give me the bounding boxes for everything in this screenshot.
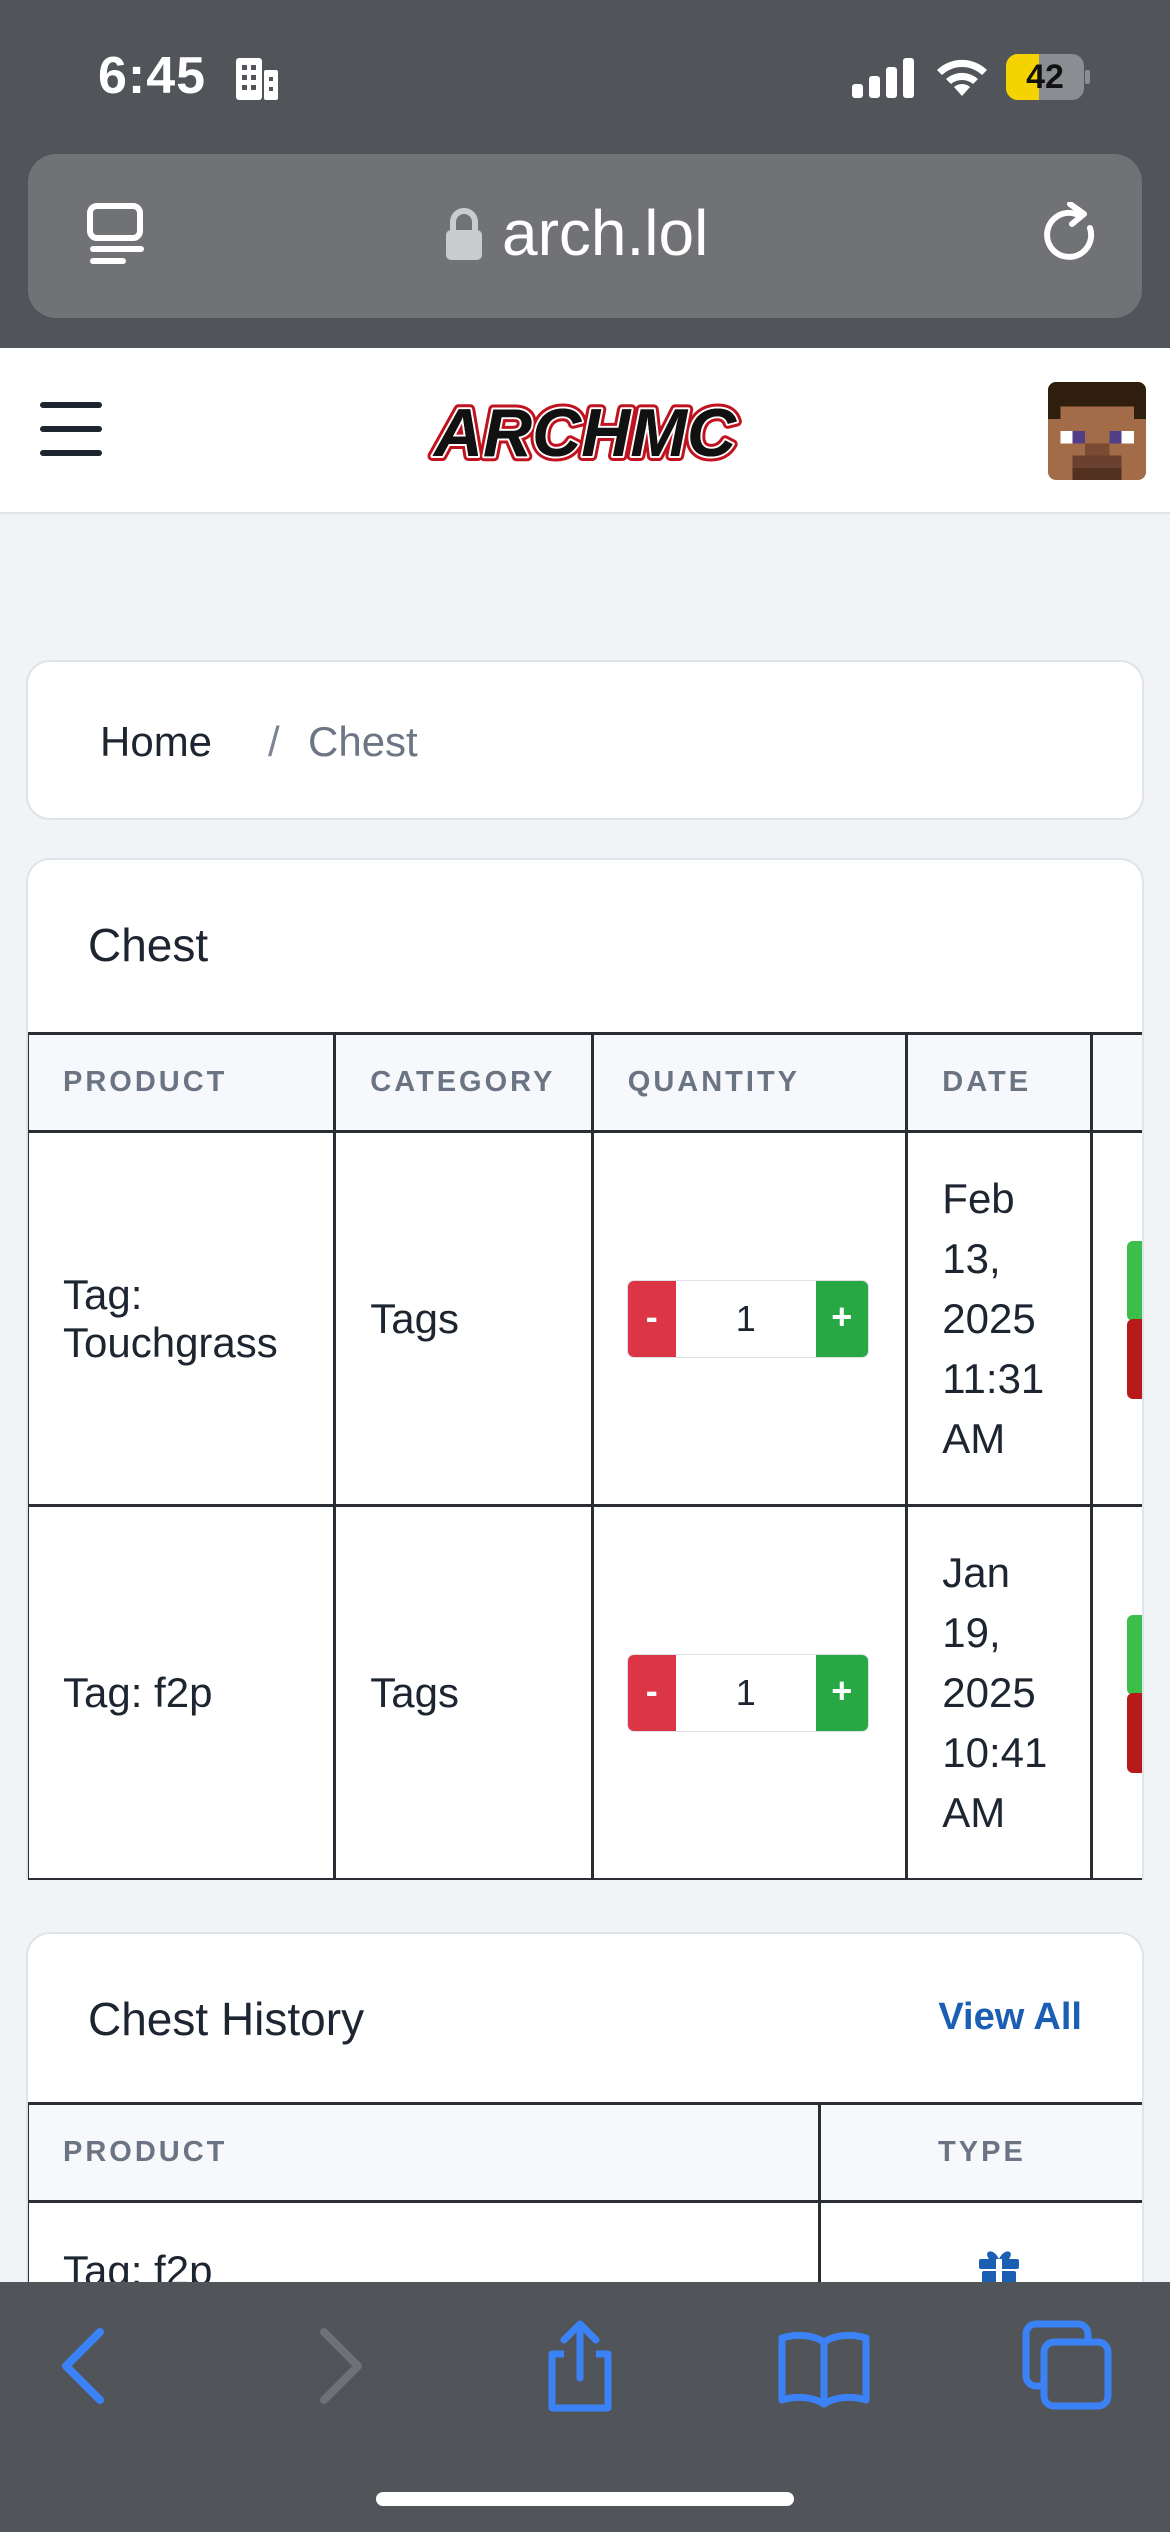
decrease-button[interactable]: - xyxy=(627,1654,676,1731)
browser-top-chrome: 6:45 42 arch.lol xyxy=(0,0,1170,348)
hamburger-menu-icon[interactable] xyxy=(40,402,104,458)
site-header: ARCHMC ARCHMC ARCHMC xyxy=(0,348,1170,514)
actions-cell xyxy=(1089,1504,1142,1880)
breadcrumb-separator: / xyxy=(268,718,280,765)
claim-button[interactable] xyxy=(1126,1615,1142,1695)
chest-title: Chest xyxy=(88,919,209,971)
back-icon[interactable] xyxy=(38,2318,134,2414)
tabs-icon[interactable] xyxy=(1020,2318,1116,2414)
bookmarks-icon[interactable] xyxy=(776,2318,872,2414)
increase-button[interactable]: + xyxy=(815,1280,868,1357)
page-menu-icon[interactable] xyxy=(86,202,148,268)
reload-icon[interactable] xyxy=(1040,202,1104,268)
breadcrumb-current: Chest xyxy=(308,718,418,765)
archmc-logo[interactable]: ARCHMC ARCHMC ARCHMC xyxy=(420,390,750,474)
decrease-button[interactable]: - xyxy=(627,1280,676,1357)
actions-cell xyxy=(1089,1130,1142,1507)
battery-icon: 42 xyxy=(1006,54,1090,100)
svg-text:ARCHMC: ARCHMC xyxy=(432,395,737,471)
home-indicator xyxy=(376,2492,794,2506)
col-header-category: CATEGORY xyxy=(333,1032,594,1133)
quantity-input[interactable]: 1 xyxy=(675,1280,816,1357)
wifi-icon xyxy=(937,59,987,96)
table-row: Tag: f2p Tags - 1 + Jan 19, 2025 10:41 AM xyxy=(28,1504,1142,1880)
col-header-actions xyxy=(1089,1032,1142,1133)
user-avatar[interactable] xyxy=(1048,382,1146,480)
svg-text:ARCHMC: ARCHMC xyxy=(432,395,737,471)
col-header-product: PRODUCT xyxy=(28,2102,821,2203)
col-header-product: PRODUCT xyxy=(28,1032,337,1133)
chest-table: PRODUCT CATEGORY QUANTITY DATE Tag: Touch… xyxy=(28,1032,1142,1880)
delete-button[interactable] xyxy=(1126,1693,1142,1773)
lock-icon xyxy=(446,208,482,260)
browser-bottom-toolbar xyxy=(0,2282,1170,2532)
increase-button[interactable]: + xyxy=(815,1654,868,1731)
quantity-input[interactable]: 1 xyxy=(675,1654,816,1731)
chest-history-card: Chest History View All PRODUCT TYPE Tag:… xyxy=(26,1932,1144,2332)
quantity-stepper: - 1 + xyxy=(627,1280,868,1357)
category-cell: Tags xyxy=(333,1504,594,1880)
url-text[interactable]: arch.lol xyxy=(502,197,709,269)
view-all-link[interactable]: View All xyxy=(938,1996,1082,2038)
cellular-signal-icon xyxy=(852,58,914,98)
product-cell: Tag: Touchgrass xyxy=(28,1130,337,1507)
table-row: Tag: Touchgrass Tags - 1 + Feb 13, 2025 11:3… xyxy=(28,1130,1142,1507)
quantity-stepper: - 1 + xyxy=(627,1654,868,1731)
col-header-type: TYPE xyxy=(817,2102,1142,2203)
battery-percent: 42 xyxy=(1026,58,1064,96)
breadcrumb: Home / Chest xyxy=(26,660,1144,820)
col-header-date: DATE xyxy=(905,1032,1093,1133)
category-cell: Tags xyxy=(333,1130,594,1507)
col-header-quantity: QUANTITY xyxy=(590,1032,909,1133)
date-cell: Jan 19, 2025 10:41 AM xyxy=(905,1504,1093,1880)
delete-button[interactable] xyxy=(1126,1319,1142,1399)
status-time: 6:45 xyxy=(98,47,207,105)
history-title: Chest History xyxy=(88,1993,365,2045)
quantity-cell: - 1 + xyxy=(590,1504,909,1880)
product-cell: Tag: f2p xyxy=(28,1504,337,1880)
quantity-cell: - 1 + xyxy=(590,1130,909,1507)
chest-card: Chest PRODUCT CATEGORY QUANTITY DATE Tag… xyxy=(26,858,1144,1880)
forward-icon[interactable] xyxy=(290,2318,386,2414)
breadcrumb-home-link[interactable]: Home xyxy=(100,718,213,765)
share-icon[interactable] xyxy=(532,2318,628,2414)
building-icon xyxy=(236,58,278,100)
claim-button[interactable] xyxy=(1126,1241,1142,1321)
address-bar[interactable]: arch.lol xyxy=(28,154,1142,318)
date-cell: Feb 13, 2025 11:31 AM xyxy=(905,1130,1093,1507)
svg-text:ARCHMC: ARCHMC xyxy=(432,395,737,471)
